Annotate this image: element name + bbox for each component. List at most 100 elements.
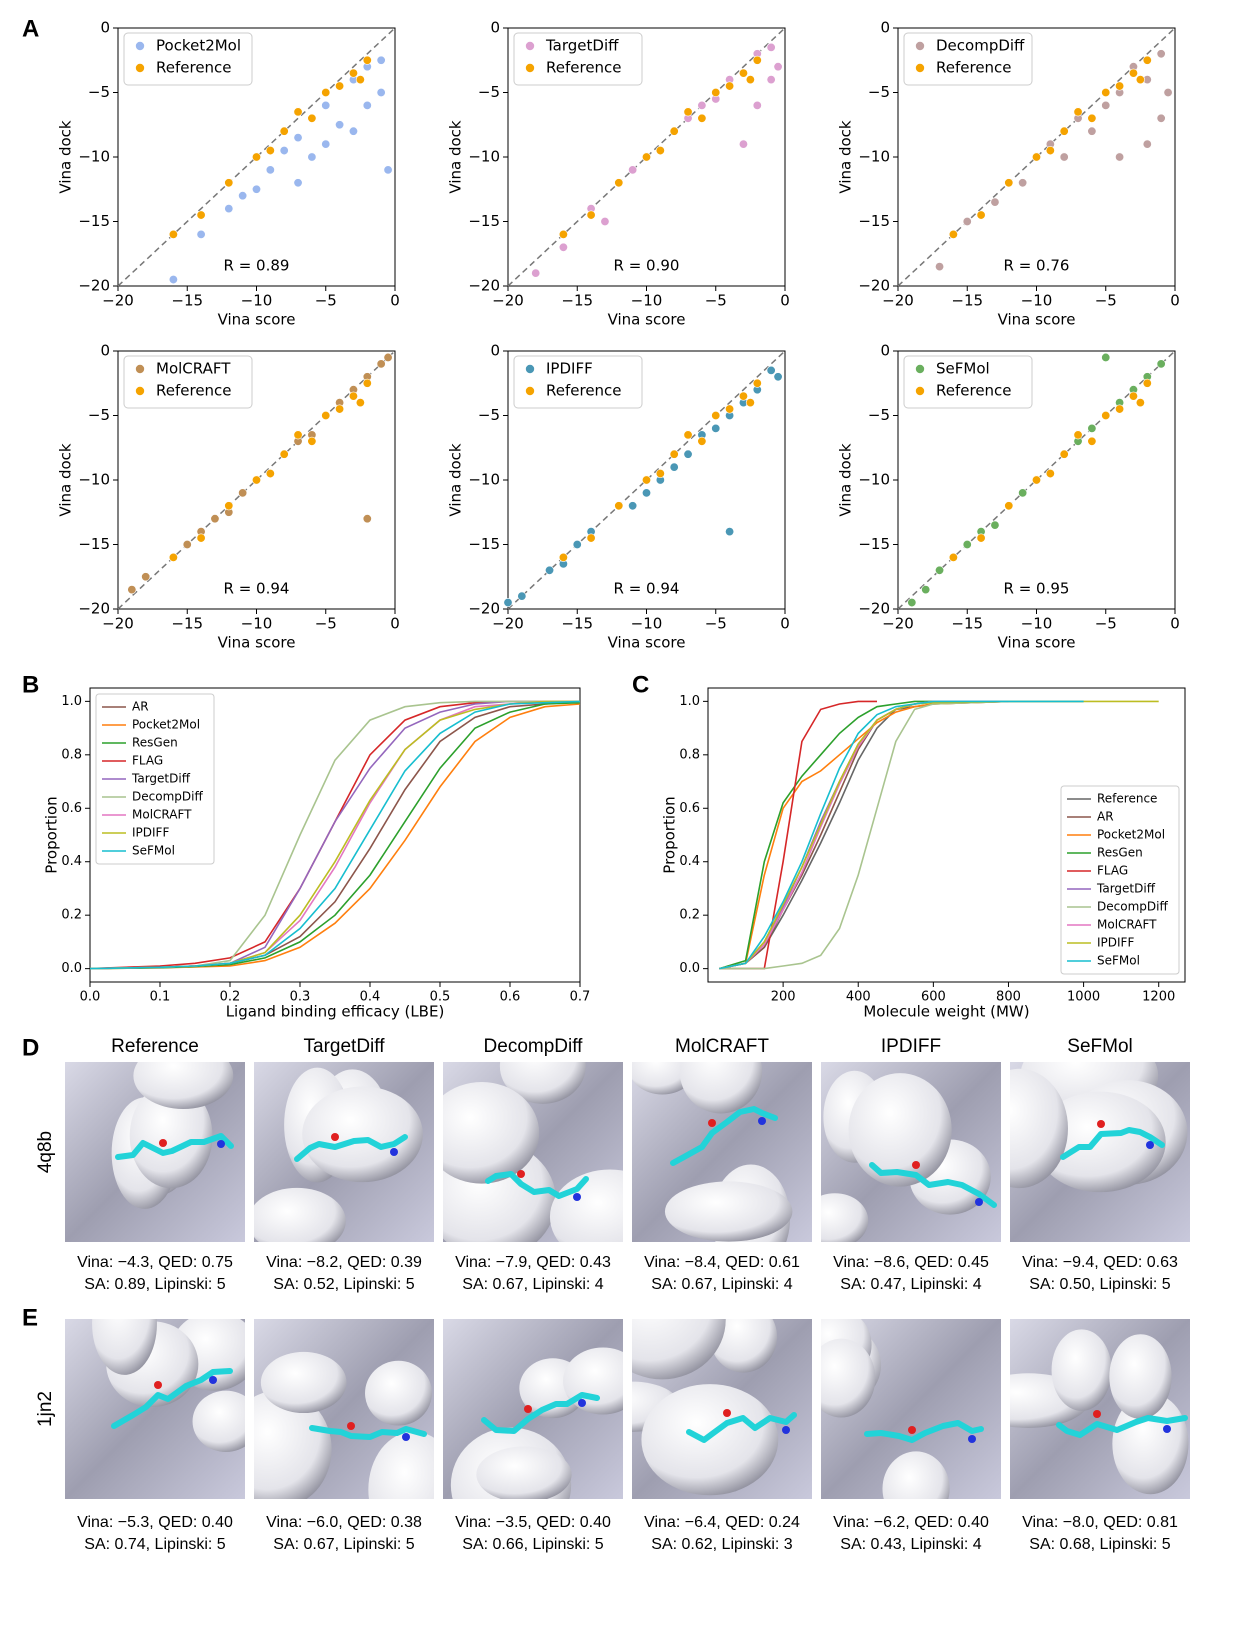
y-tick-label: 0.2 <box>61 908 82 923</box>
annotation: R = 0.90 <box>614 257 680 275</box>
x-tick-label: −5 <box>1095 615 1117 633</box>
point <box>307 113 317 123</box>
point <box>362 100 372 110</box>
point <box>517 591 527 601</box>
x-tick-label: 0.0 <box>80 990 101 1005</box>
y-tick-label: 0 <box>100 19 110 37</box>
point <box>948 552 958 562</box>
point <box>773 372 783 382</box>
atom-o <box>347 1422 355 1430</box>
point <box>348 68 358 78</box>
point <box>1004 501 1014 511</box>
point <box>697 113 707 123</box>
point <box>628 165 638 175</box>
point <box>935 262 945 272</box>
x-tick-label: 1200 <box>1142 990 1175 1005</box>
x-tick-label: 0.1 <box>150 990 171 1005</box>
molecule-image <box>632 1319 812 1499</box>
caption: SA: 0.52, Lipinski: 5 <box>273 1276 415 1293</box>
y-tick-label: −20 <box>78 600 110 618</box>
point <box>376 88 386 98</box>
point <box>683 449 693 459</box>
point <box>279 449 289 459</box>
point <box>383 352 393 362</box>
annotation: R = 0.95 <box>1004 580 1070 598</box>
column-header: TargetDiff <box>304 1036 386 1057</box>
atom-o <box>1093 1410 1101 1418</box>
caption: SA: 0.47, Lipinski: 4 <box>840 1276 982 1293</box>
point <box>1101 100 1111 110</box>
caption: SA: 0.68, Lipinski: 5 <box>1029 1536 1171 1553</box>
x-tick-label: −10 <box>631 292 663 310</box>
point <box>321 410 331 420</box>
surface-lobe <box>260 1351 347 1414</box>
point <box>1073 430 1083 440</box>
point <box>669 126 679 136</box>
point <box>990 520 1000 530</box>
plot-frame <box>707 687 1186 983</box>
point <box>252 184 262 194</box>
point <box>265 469 275 479</box>
point <box>224 204 234 214</box>
point <box>725 81 735 91</box>
point <box>1018 488 1028 498</box>
y-tick-label: −10 <box>858 471 890 489</box>
legend-label: AR <box>132 700 149 714</box>
column-header: Reference <box>111 1036 199 1057</box>
ligand <box>115 1133 234 1160</box>
y-tick-label: 0.8 <box>61 747 82 762</box>
point <box>224 178 234 188</box>
point <box>641 152 651 162</box>
point <box>1115 152 1125 162</box>
panel-label: C <box>632 671 649 698</box>
atom-n <box>975 1198 983 1206</box>
point <box>1059 449 1069 459</box>
annotation: R = 0.89 <box>224 257 290 275</box>
point <box>1087 423 1097 433</box>
point <box>586 533 596 543</box>
ligand <box>309 1425 427 1440</box>
point <box>168 275 178 285</box>
point <box>711 423 721 433</box>
legend-marker <box>525 63 535 73</box>
molecule-image <box>254 1319 434 1499</box>
legend-marker <box>135 41 145 51</box>
point <box>503 598 513 608</box>
atom-o <box>708 1119 716 1127</box>
y-tick-label: −15 <box>468 212 500 230</box>
point <box>355 398 365 408</box>
x-tick-label: 0.5 <box>430 990 451 1005</box>
x-tick-label: 800 <box>996 990 1021 1005</box>
surface-lobe <box>562 1347 623 1415</box>
y-tick-label: 0.6 <box>679 801 700 816</box>
point <box>628 501 638 511</box>
x-tick-label: −15 <box>171 292 203 310</box>
molecule-image <box>821 1062 1001 1242</box>
legend-label: Reference <box>1097 792 1157 806</box>
column-header: MolCRAFT <box>675 1036 769 1057</box>
point <box>558 242 568 252</box>
surface-lobe <box>254 1390 332 1499</box>
y-axis-label: Vina dock <box>447 120 465 194</box>
legend-label: TargetDiff <box>131 772 191 786</box>
caption: SA: 0.50, Lipinski: 5 <box>1029 1276 1171 1293</box>
x-axis-label: Vina score <box>218 311 296 329</box>
point <box>572 539 582 549</box>
panel-label: E <box>22 1304 38 1331</box>
diagonal <box>897 27 1176 287</box>
y-axis-label: Vina dock <box>837 443 855 517</box>
x-axis-label: Vina score <box>998 311 1076 329</box>
y-tick-label: 0 <box>490 342 500 360</box>
x-tick-label: −10 <box>1021 615 1053 633</box>
surface-lobe <box>365 1360 432 1426</box>
caption: SA: 0.66, Lipinski: 5 <box>462 1536 604 1553</box>
point <box>335 81 345 91</box>
y-tick-label: −5 <box>88 406 110 424</box>
cdf-line <box>719 700 1009 970</box>
point <box>362 55 372 65</box>
y-tick-label: 0.0 <box>679 961 700 976</box>
x-tick-label: 200 <box>771 990 796 1005</box>
legend-label: MolCRAFT <box>132 808 192 822</box>
surface-lobe <box>679 1062 763 1114</box>
point <box>238 488 248 498</box>
